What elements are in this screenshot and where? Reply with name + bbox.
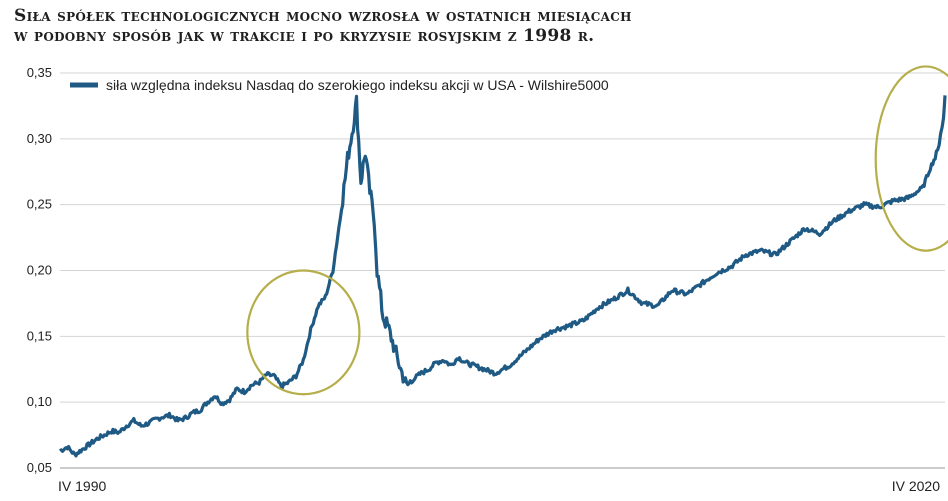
- chart-title-line-2: w podobny sposób jak w trakcie i po kryz…: [14, 26, 595, 46]
- chart-title-line-1: Siła spółek technologicznych mocno wzros…: [14, 6, 632, 26]
- series-line: [58, 94, 947, 458]
- y-tick-label: 0,25: [27, 197, 52, 212]
- y-tick-label: 0,30: [27, 131, 52, 146]
- legend-label: siła względna indeksu Nasdaq do szerokie…: [106, 77, 609, 93]
- chart-title: Siła spółek technologicznych mocno wzros…: [14, 6, 632, 46]
- x-tick-label: IV 1990: [58, 478, 106, 494]
- highlight-ellipse: [246, 269, 361, 396]
- y-tick-label: 0,15: [27, 328, 52, 343]
- y-tick-label: 0,35: [27, 65, 52, 80]
- y-tick-label: 0,10: [27, 394, 52, 409]
- y-tick-label: 0,05: [27, 460, 52, 475]
- x-tick-label: IV 2020: [892, 478, 940, 494]
- y-tick-label: 0,20: [27, 263, 52, 278]
- highlight-ellipse: [874, 65, 948, 252]
